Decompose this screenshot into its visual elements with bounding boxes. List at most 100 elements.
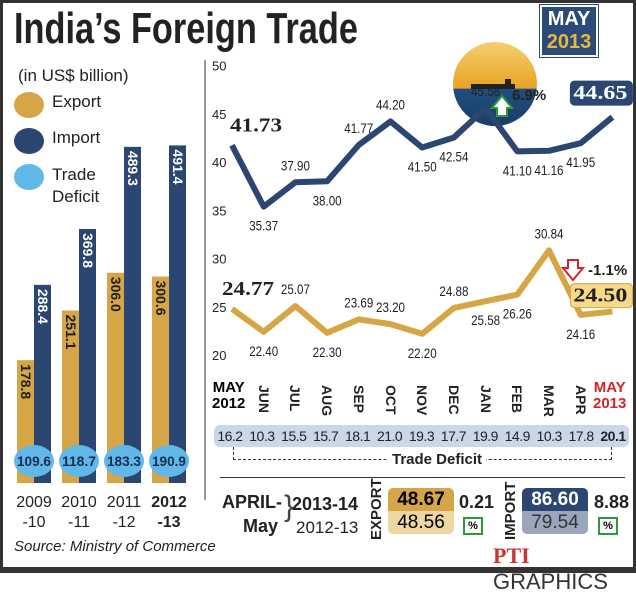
deficit-value: 183.3	[107, 453, 141, 469]
deficit-value: 17.7	[440, 428, 467, 444]
import-bar	[79, 228, 96, 483]
import-label: 41.73	[230, 114, 282, 136]
export-value: 300.6	[153, 280, 169, 315]
y-tick: 20	[212, 348, 226, 363]
export-label: 24.16	[566, 326, 595, 342]
month-end: MAY 2013	[593, 379, 627, 412]
deficit-value: 19.9	[472, 428, 499, 444]
category-label: -10	[22, 514, 45, 531]
import-value: 489.3	[125, 151, 141, 186]
export-label: EXPORT	[368, 478, 385, 540]
import-change: 6.9%	[512, 87, 546, 104]
deficit-value: 17.8	[568, 428, 594, 444]
up-arrow-icon: %	[463, 517, 483, 535]
deficit-value: 15.5	[281, 428, 307, 444]
y-tick: 50	[212, 59, 226, 74]
deficit-value: 19.3	[408, 428, 435, 444]
category-label: 2009	[16, 494, 52, 511]
deficit-value: 18.1	[345, 428, 371, 444]
legend-label: Import	[52, 128, 101, 147]
import-value: 288.4	[35, 289, 51, 324]
month-label: AUG	[319, 385, 336, 417]
import-label: 41.10	[503, 162, 532, 178]
month-start: MAY 2012	[212, 379, 246, 412]
import-label: 41.95	[566, 154, 595, 170]
ship-image	[453, 42, 537, 126]
import-growth: 8.88	[594, 492, 630, 512]
export-bar	[107, 272, 124, 483]
year-previous: 2012-13	[296, 518, 359, 537]
deficit-value: 20.1	[600, 428, 626, 444]
y-tick: 25	[212, 300, 226, 315]
charts: 178.8288.4109.62009-10251.1369.8118.7201…	[14, 59, 633, 531]
unit-label: (in US$ billion)	[18, 66, 129, 85]
export-label: 25.07	[281, 281, 310, 297]
legend-deficit: Trade Deficit	[14, 164, 134, 208]
export-label: 24.88	[439, 283, 468, 299]
up-arrow-icon	[489, 94, 515, 117]
import-label: 41.16	[535, 162, 564, 178]
export-label: 30.84	[535, 225, 564, 241]
deficit-value: 109.6	[17, 453, 51, 469]
period-a: APRIL-	[222, 492, 282, 512]
credit: PTI GRAPHICS	[493, 543, 608, 594]
export-label: 22.40	[249, 343, 278, 359]
latest-value-box	[569, 283, 633, 309]
trade-deficit-bar: 16.2 10.3 15.5 15.7 18.1 21.0 19.3 17.7 19.9 14.9…	[214, 425, 629, 447]
month-label: DEC	[445, 385, 462, 415]
down-arrow-icon	[560, 259, 586, 282]
export-value: 306.0	[108, 277, 124, 312]
deficit-circle	[149, 445, 189, 477]
month-label: JUL	[287, 385, 304, 412]
source: Source: Ministry of Commerce	[14, 538, 216, 555]
month-label: MAR	[541, 385, 557, 417]
month-label: SEP	[350, 385, 367, 414]
month-label: FEB	[509, 385, 526, 413]
export-change: -1.1%	[588, 262, 627, 279]
import-box: 86.60 79.54	[522, 488, 588, 534]
category-label: -13	[157, 514, 180, 531]
export-line	[230, 247, 613, 337]
badge-month: MAY	[547, 8, 591, 30]
export-value: 251.1	[63, 314, 79, 349]
import-label: 44.65	[573, 82, 627, 104]
import-bar	[169, 145, 186, 483]
trade-deficit-label: Trade Deficit	[388, 451, 487, 468]
date-badge: MAY 2013	[539, 4, 599, 58]
deficit-value: 10.3	[249, 428, 275, 444]
month-label: OCT	[382, 385, 399, 415]
frame	[0, 0, 636, 573]
deficit-value: 14.9	[504, 428, 531, 444]
import-label: 35.37	[249, 218, 278, 234]
deficit-value: 10.3	[536, 428, 563, 444]
latest-value-box	[569, 80, 633, 106]
export-value: 178.8	[18, 364, 34, 399]
period-b: May	[243, 516, 279, 536]
export-label: 25.58	[471, 312, 500, 328]
import-label: 45.58	[471, 83, 500, 99]
category-label: 2010	[61, 494, 97, 511]
import-label: 41.77	[344, 120, 373, 136]
y-tick: 30	[212, 252, 226, 267]
deficit-value: 118.7	[62, 453, 96, 469]
export-bar	[152, 276, 169, 483]
category-label: -12	[112, 514, 135, 531]
y-tick: 35	[212, 203, 226, 218]
import-value: 369.8	[80, 233, 96, 268]
y-tick: 40	[212, 155, 226, 170]
deficit-circle	[59, 445, 99, 477]
export-label: 24.50	[573, 285, 627, 307]
import-label: 37.90	[281, 157, 310, 173]
deficit-value: 15.7	[313, 428, 339, 444]
import-line	[229, 105, 615, 210]
import-label: 42.54	[439, 148, 468, 164]
legend-label: Trade Deficit	[52, 165, 100, 206]
legend-import: Import	[14, 128, 100, 154]
export-label: 22.30	[313, 344, 342, 360]
up-arrow-icon: %	[598, 517, 618, 535]
month-label: JUN	[255, 385, 272, 414]
deficit-circle	[104, 445, 144, 477]
legend-label: Export	[52, 92, 102, 111]
import-bar	[124, 146, 141, 484]
import-label: 38.00	[313, 192, 342, 208]
